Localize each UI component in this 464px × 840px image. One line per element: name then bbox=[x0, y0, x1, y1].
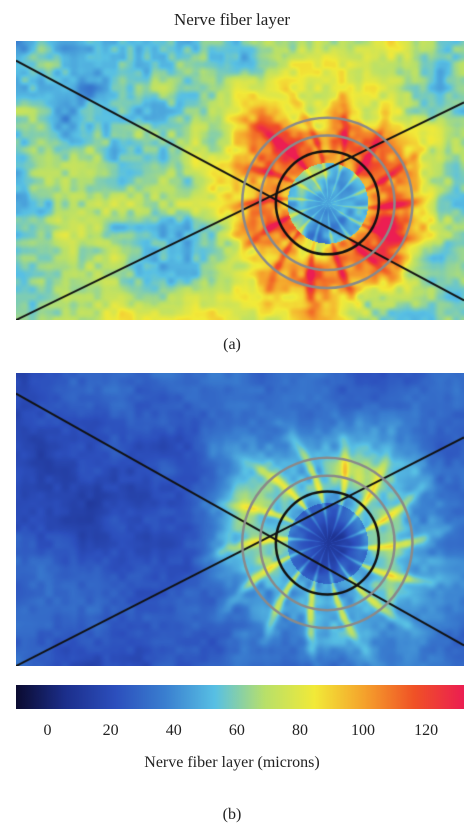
panel-label-b: (b) bbox=[222, 806, 242, 823]
colorbar-tick-label: 20 bbox=[102, 722, 119, 739]
colorbar-tick-label: 100 bbox=[351, 722, 376, 739]
colorbar bbox=[16, 685, 464, 709]
colorbar-tick-label: 60 bbox=[228, 722, 245, 739]
figure-title: Nerve fiber layer bbox=[173, 10, 291, 29]
colorbar-title: Nerve fiber layer (microns) bbox=[144, 754, 320, 771]
colorbar-ticks: 0 20 40 60 80 100 120 bbox=[0, 722, 464, 742]
thickness-map-panel-a bbox=[16, 41, 464, 320]
colorbar-tick-label: 120 bbox=[414, 722, 439, 739]
thickness-map-panel-b bbox=[16, 373, 464, 666]
colorbar-tick-label: 80 bbox=[291, 722, 308, 739]
panel-label-a: (a) bbox=[223, 336, 241, 353]
colorbar-tick-label: 40 bbox=[165, 722, 182, 739]
colorbar-tick-label: 0 bbox=[43, 722, 52, 739]
